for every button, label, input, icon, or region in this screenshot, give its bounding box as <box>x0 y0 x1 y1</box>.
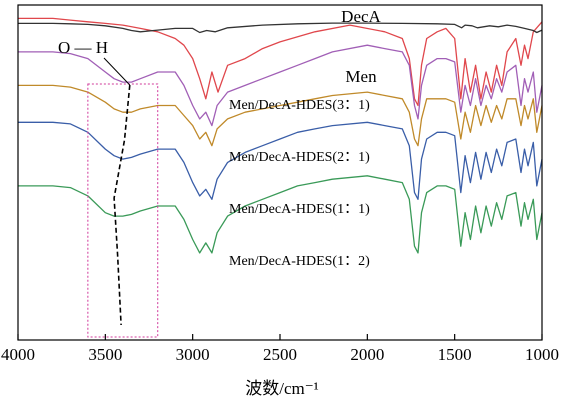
series-label-0: DecA <box>341 7 381 26</box>
oh-trend-line <box>113 84 131 326</box>
series-line-0 <box>18 17 543 107</box>
series-line-4 <box>18 121 543 200</box>
x-axis: 4000 3500 3000 2500 2000 1500 1000 <box>1 334 559 364</box>
x-tick-label-6: 1000 <box>525 345 559 364</box>
series-labels: DecA Men Men/DecA-HDES(3：1) Men/DecA-HDES(2… <box>229 7 382 269</box>
oh-leader-line <box>103 57 131 86</box>
series-layer <box>18 17 543 254</box>
series-line-3 <box>18 84 543 147</box>
series-line-1 <box>18 22 543 34</box>
x-tick-label-1: 3500 <box>88 345 122 364</box>
x-tick-label-2: 3000 <box>176 345 210 364</box>
oh-region-box <box>87 83 159 338</box>
series-label-5: Men/DecA-HDES(1：2) <box>229 254 370 269</box>
series-label-4: Men/DecA-HDES(1：1) <box>229 202 370 217</box>
x-tick-label-3: 2500 <box>263 345 297 364</box>
x-axis-label: 波数/cm⁻¹ <box>245 379 319 398</box>
x-tick-label-5: 1500 <box>438 345 472 364</box>
series-label-1: Men <box>345 67 377 86</box>
oh-label: O — H <box>58 38 108 57</box>
x-tick-label-4: 2000 <box>350 345 384 364</box>
oh-annotation: O — H <box>58 38 159 338</box>
series-line-5 <box>18 175 543 254</box>
series-line-2 <box>18 44 543 127</box>
series-label-2: Men/DecA-HDES(3：1) <box>229 98 370 113</box>
series-label-3: Men/DecA-HDES(2：1) <box>229 150 370 165</box>
x-tick-label-0: 4000 <box>1 345 35 364</box>
